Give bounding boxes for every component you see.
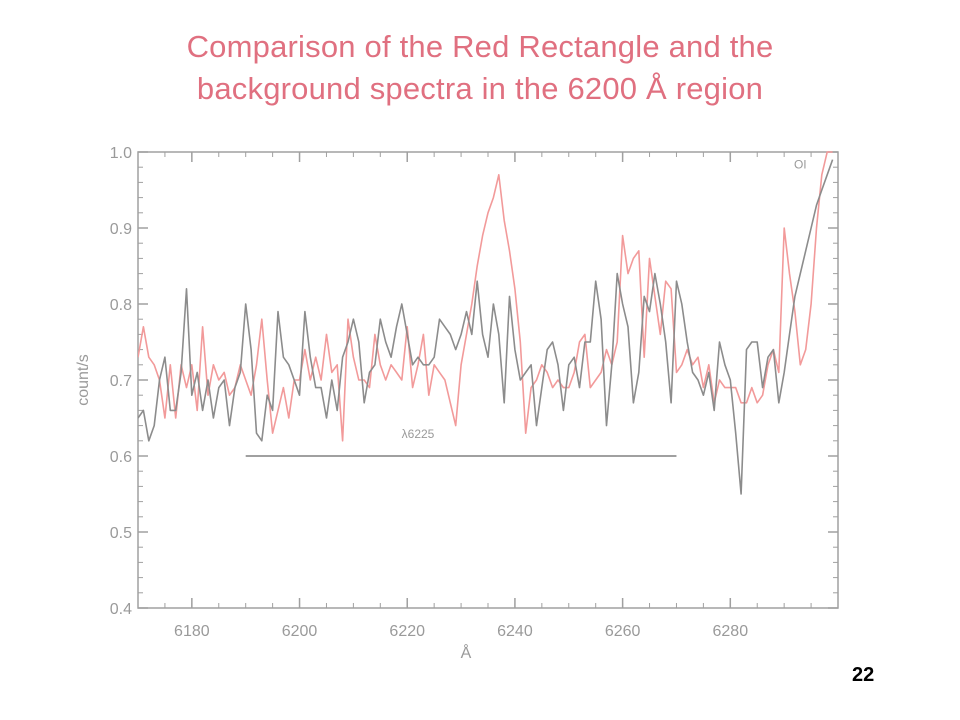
slide-title-line-2: background spectra in the 6200 Å region bbox=[196, 71, 764, 106]
y-tick-label: 0.4 bbox=[110, 601, 132, 618]
y-tick-label: 0.6 bbox=[110, 449, 132, 466]
x-axis-label: Å bbox=[461, 643, 472, 662]
x-tick-label: 6260 bbox=[605, 623, 641, 640]
y-tick-label: 0.9 bbox=[110, 221, 132, 238]
slide-title-line-1: Comparison of the Red Rectangle and the bbox=[186, 29, 774, 64]
y-tick-label: 0.7 bbox=[110, 373, 132, 390]
band-annotation: λ6225 bbox=[402, 427, 435, 441]
y-tick-label: 0.5 bbox=[110, 525, 132, 542]
oi-annotation: OI bbox=[794, 157, 807, 171]
x-tick-label: 6240 bbox=[497, 623, 533, 640]
series-line-red-rectangle bbox=[138, 151, 833, 442]
x-tick-label: 6280 bbox=[713, 623, 749, 640]
plot-frame bbox=[137, 151, 839, 609]
y-axis-label: count/s bbox=[75, 354, 92, 406]
x-tick-label: 6200 bbox=[282, 623, 318, 640]
y-tick-label: 1.0 bbox=[110, 145, 132, 162]
page-number: 22 bbox=[852, 664, 875, 686]
x-tick-label: 6220 bbox=[389, 623, 425, 640]
slide-title: Comparison of the Red Rectangle and the … bbox=[40, 26, 920, 110]
x-tick-label: 6180 bbox=[174, 623, 210, 640]
y-tick-label: 0.8 bbox=[110, 297, 132, 314]
series-line-background bbox=[138, 159, 834, 495]
